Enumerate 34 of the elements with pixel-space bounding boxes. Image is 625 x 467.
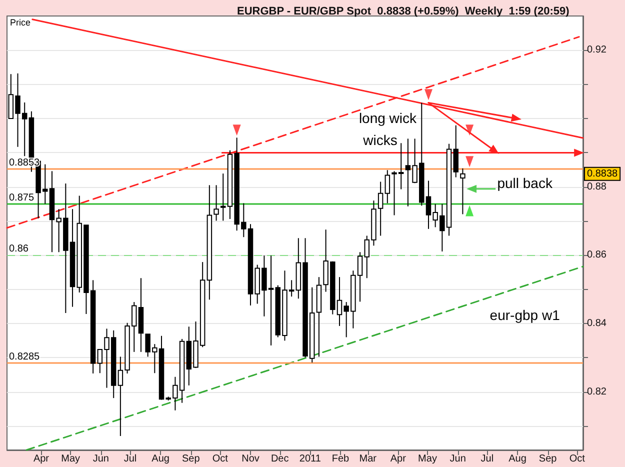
chart-title: EURGBP - EUR/GBP Spot 0.8838 (+0.59%) Weekly 1:59 (20:59) (237, 6, 570, 18)
x-tick-label: May (418, 454, 437, 464)
x-tick-label: Mar (359, 454, 378, 464)
x-tick-label: Aug (152, 454, 170, 464)
x-tick-label: Jun (450, 454, 466, 464)
x-tick-label: Oct (569, 454, 586, 464)
y-axis-title: Price (10, 18, 31, 28)
ref-line-label: 0.86 (9, 244, 29, 255)
x-tick-label: Jun (92, 454, 109, 464)
x-tick-label: Jul (480, 454, 494, 464)
x-tick-label: Apr (33, 454, 50, 464)
annotation: long wick (358, 110, 418, 126)
y-tick-label: 0.92 (587, 44, 607, 56)
y-tick-label: 0.86 (587, 250, 607, 261)
x-tick-label: 2011 (299, 454, 322, 464)
x-tick-label: Sep (182, 454, 200, 464)
x-tick-label: May (61, 454, 80, 464)
x-tick-label: Jul (124, 454, 137, 464)
x-tick-label: Oct (212, 454, 228, 464)
annotation: eur-gbp w1 (490, 307, 560, 324)
annotation: 0.8838 (587, 168, 618, 180)
y-tick-label: 0.88 (587, 181, 607, 192)
x-tick-label: Feb (332, 454, 350, 464)
y-tick-label: 0.84 (587, 318, 607, 330)
x-tick-label: Nov (242, 454, 260, 464)
x-tick-label: Sep (538, 454, 558, 464)
ref-line-label: 0.8285 (9, 351, 40, 362)
y-tick-label: 0.82 (587, 386, 607, 398)
x-tick-label: Dec (270, 454, 289, 464)
annotation: pull back (497, 175, 554, 192)
x-tick-label: Apr (390, 454, 407, 464)
x-tick-label: Aug (508, 454, 526, 464)
ref-line-label: 0.875 (9, 192, 34, 204)
annotation: wicks (362, 132, 398, 148)
